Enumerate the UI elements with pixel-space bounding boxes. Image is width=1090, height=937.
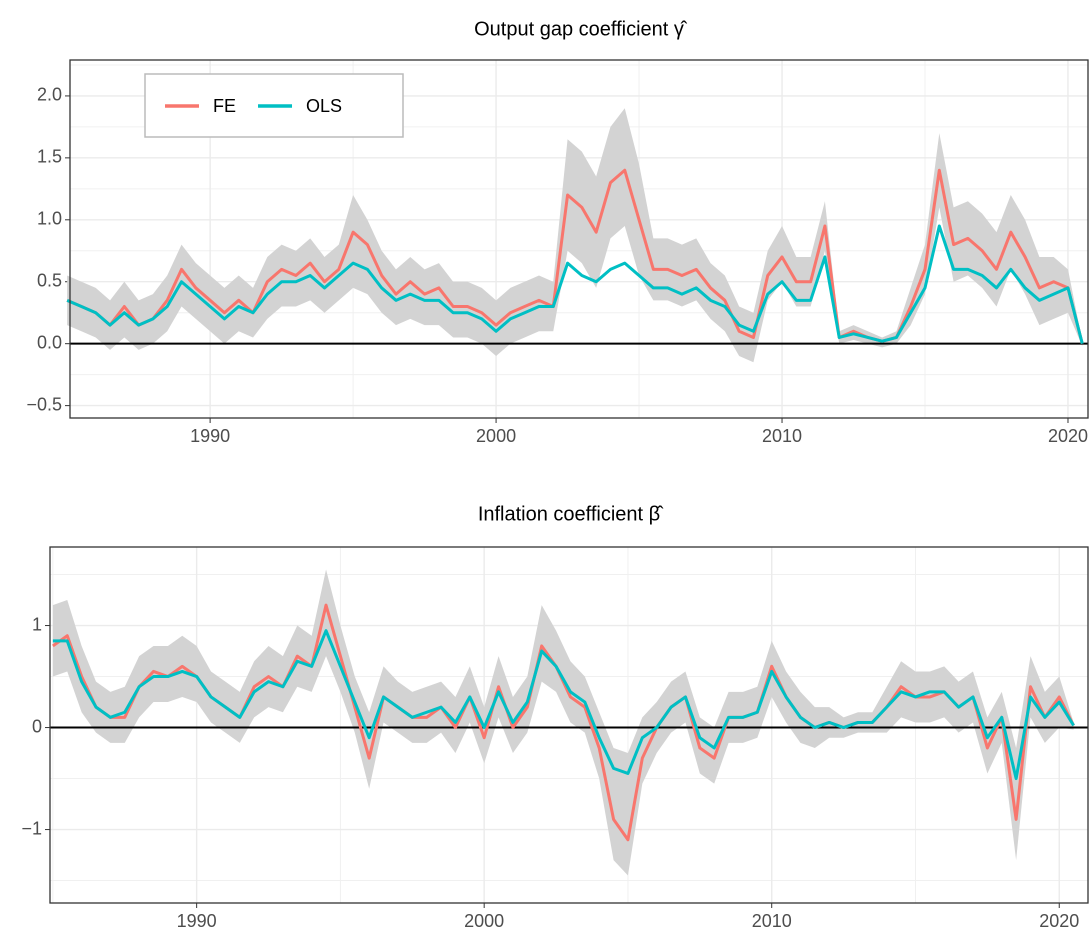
x-tick-label: 2020: [1048, 426, 1088, 446]
y-tick-label: 0.5: [37, 270, 62, 290]
y-tick-label: 1.0: [37, 209, 62, 229]
plot-border: [69, 59, 1089, 419]
legend-label: OLS: [306, 96, 342, 116]
y-tick-label: 1.5: [37, 147, 62, 167]
y-tick-label: 1: [32, 614, 42, 634]
x-tick-label: 2010: [752, 911, 792, 931]
confidence-band: [67, 108, 1083, 363]
legend-label: FE: [213, 96, 236, 116]
x-tick-label: 1990: [177, 911, 217, 931]
plot-background: [50, 547, 1088, 903]
series-line: [52, 629, 1075, 781]
y-tick-label: 0: [32, 716, 42, 736]
series-line: [66, 224, 1084, 345]
y-tick-label: −1: [21, 818, 42, 838]
x-tick-label: 2000: [464, 911, 504, 931]
x-tick-label: 2010: [762, 426, 802, 446]
y-tick-label: −0.5: [26, 394, 62, 414]
plot-border: [49, 546, 1089, 904]
x-tick-label: 1990: [190, 426, 230, 446]
chart-title: Output gap coefficient γ̂: [474, 18, 688, 40]
y-tick-label: 2.0: [37, 85, 62, 105]
x-tick-label: 2020: [1039, 911, 1079, 931]
y-tick-label: 0.0: [37, 332, 62, 352]
series-line: [66, 168, 1084, 345]
x-tick-label: 2000: [476, 426, 516, 446]
confidence-band: [52, 569, 1074, 876]
chart-title: Inflation coefficient β̂: [478, 503, 664, 525]
